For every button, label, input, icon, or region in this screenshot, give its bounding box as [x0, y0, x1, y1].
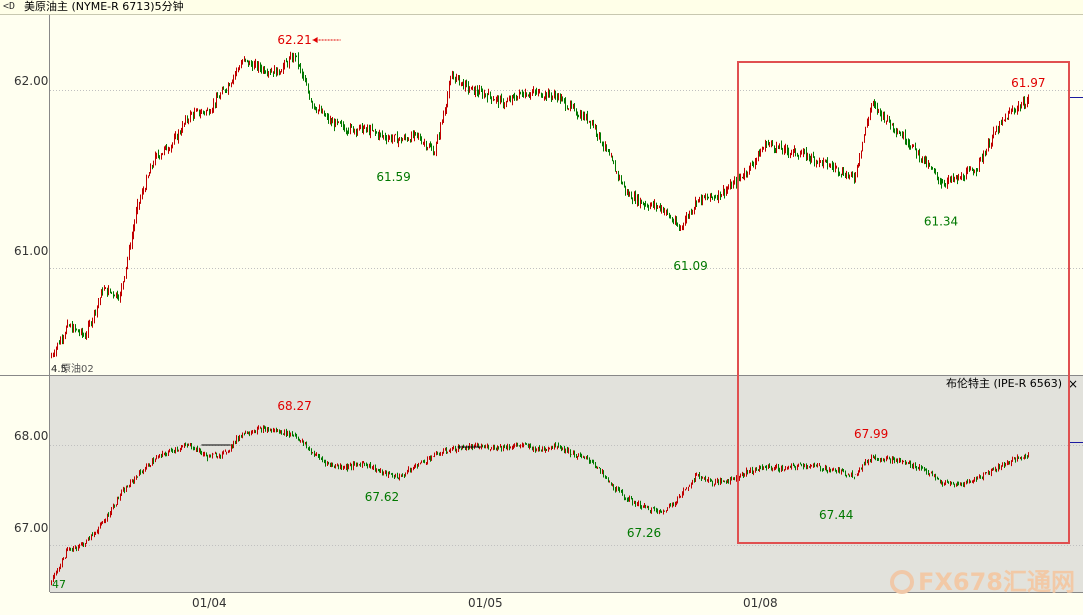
high-pointer-arrowhead — [312, 36, 318, 43]
upper-ytick-0: 62.00 — [14, 74, 48, 88]
chart-type-icon[interactable]: <D — [3, 1, 16, 12]
lower-ytick-1: 67.00 — [14, 521, 48, 535]
upper-candles — [51, 51, 1029, 359]
annotation-label-1-2: 67.26 — [627, 526, 661, 540]
highlight-box — [737, 61, 1070, 544]
chart-title: 美原油主 (NYME-R 6713)5分钟 — [24, 0, 184, 13]
annotation-label-0-1: 61.59 — [376, 170, 410, 184]
watermark-text: FX678汇通网 — [918, 568, 1075, 596]
upper-series-label: 原油02 — [61, 362, 94, 375]
xtick-1: 01/05 — [468, 596, 503, 610]
annotation-label-0-3: 61.34 — [924, 215, 958, 229]
lower-panel-bg — [50, 376, 1083, 592]
lower-ytick-0: 68.00 — [14, 429, 48, 443]
annotation-label-1-4: 67.44 — [819, 508, 853, 522]
annotation-label-1-1: 67.62 — [365, 490, 399, 504]
lower-panel-title: 布伦特主 (IPE-R 6563) — [946, 376, 1062, 390]
window-titlebar: <D 美原油主 (NYME-R 6713)5分钟 — [0, 0, 1083, 15]
upper-series-prefix: 4.5 — [51, 364, 67, 375]
annotations: 62.21 61.59 61.09 61.34 61.97 68.27 67.62 67.26… — [277, 33, 1045, 540]
annotation-label-0-4: 61.97 — [1011, 76, 1045, 90]
xtick-2: 01/08 — [743, 596, 778, 610]
upper-grid — [50, 90, 1083, 269]
annotation-label-1-3: 67.99 — [854, 427, 888, 441]
lower-panel-close-icon[interactable]: × — [1068, 377, 1078, 391]
annotation-label-0-0: 62.21 — [277, 33, 311, 47]
upper-ytick-1: 61.00 — [14, 244, 48, 258]
lower-grid — [50, 445, 1083, 546]
annotation-label-0-2: 61.09 — [673, 259, 707, 273]
annotation-label-1-0: 68.27 — [277, 399, 311, 413]
upper-panel-bg — [50, 15, 1083, 375]
watermark-logo: FX678汇通网 — [890, 562, 1075, 597]
xtick-0: 01/04 — [192, 596, 227, 610]
fx678-logo-icon — [890, 570, 914, 594]
lower-candles — [51, 425, 1029, 586]
lower-bottom-left-value: 47 — [52, 578, 66, 591]
